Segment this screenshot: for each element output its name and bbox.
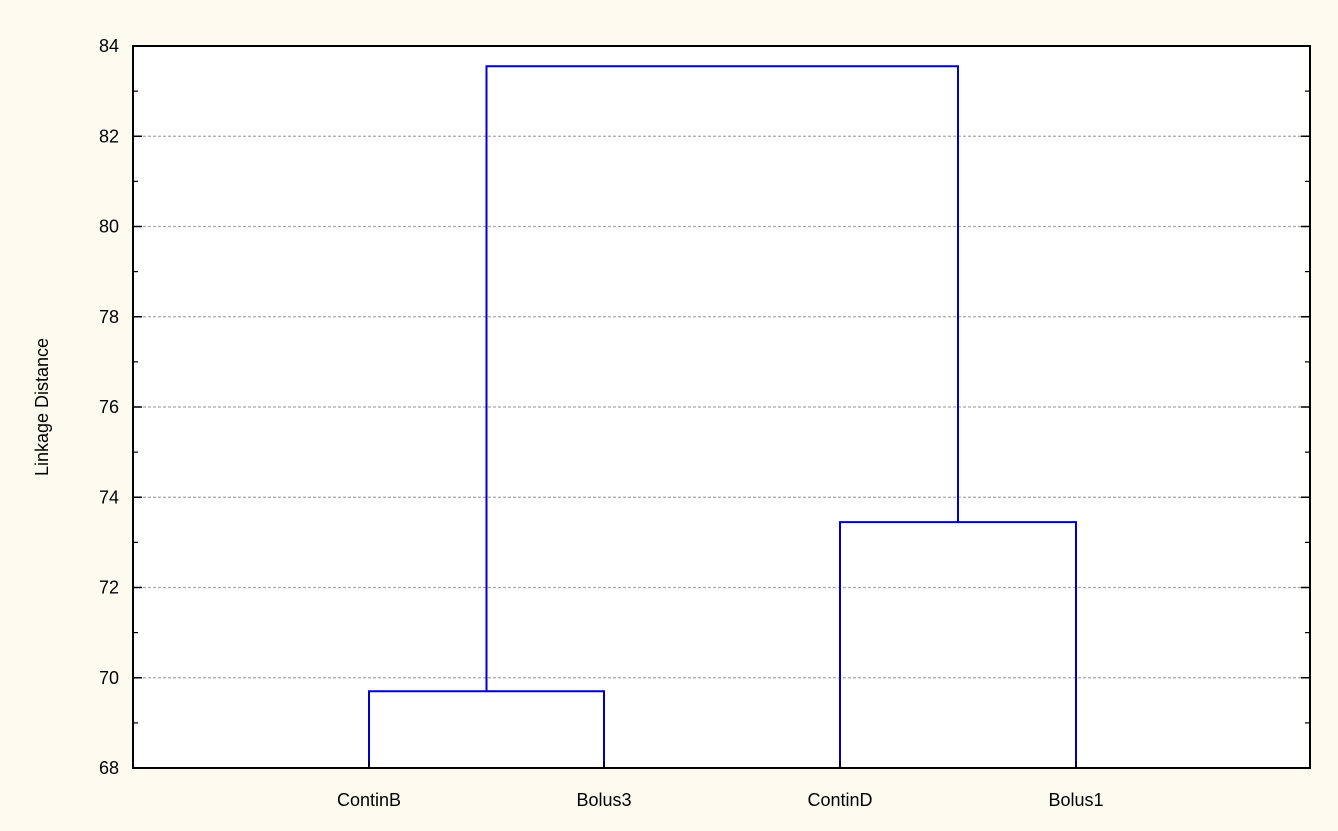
ytick-label-74: 74 — [99, 487, 119, 507]
leaf-label-Bolus3: Bolus3 — [576, 790, 631, 810]
y-axis-ticks: 68 70 72 74 76 78 80 82 84 — [99, 36, 1310, 778]
y-axis-title: Linkage Distance — [32, 338, 52, 476]
leaf-label-ContinB: ContinB — [337, 790, 401, 810]
x-axis-labels: ContinB Bolus3 ContinD Bolus1 — [337, 761, 1104, 810]
merge-link-2 — [839, 521, 1077, 768]
dendrogram-links — [368, 65, 1077, 768]
ytick-label-72: 72 — [99, 578, 119, 598]
leaf-label-ContinD: ContinD — [807, 790, 872, 810]
leaf-label-Bolus1: Bolus1 — [1048, 790, 1103, 810]
ytick-label-76: 76 — [99, 397, 119, 417]
plot-frame — [132, 45, 1311, 769]
ytick-label-70: 70 — [99, 668, 119, 688]
ytick-label-78: 78 — [99, 307, 119, 327]
merge-link-3 — [485, 65, 959, 692]
ytick-label-84: 84 — [99, 36, 119, 56]
grid-lines — [133, 135, 1310, 679]
ytick-label-82: 82 — [99, 126, 119, 146]
ytick-label-68: 68 — [99, 758, 119, 778]
ytick-label-80: 80 — [99, 217, 119, 237]
